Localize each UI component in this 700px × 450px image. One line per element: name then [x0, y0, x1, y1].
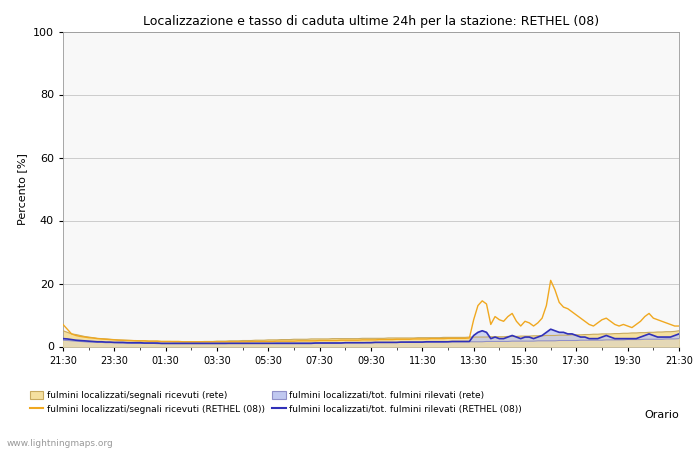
Legend: fulmini localizzati/segnali ricevuti (rete), fulmini localizzati/segnali ricevut: fulmini localizzati/segnali ricevuti (re…: [26, 387, 526, 417]
Text: www.lightningmaps.org: www.lightningmaps.org: [7, 439, 113, 448]
Text: Orario: Orario: [644, 410, 679, 419]
Y-axis label: Percento [%]: Percento [%]: [18, 153, 27, 225]
Title: Localizzazione e tasso di caduta ultime 24h per la stazione: RETHEL (08): Localizzazione e tasso di caduta ultime …: [143, 14, 599, 27]
